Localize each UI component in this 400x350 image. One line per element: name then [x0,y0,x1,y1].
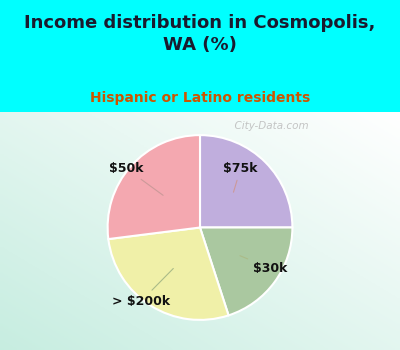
Text: > $200k: > $200k [112,268,173,308]
Wedge shape [108,228,228,320]
Wedge shape [200,228,292,315]
Wedge shape [108,135,200,239]
Text: City-Data.com: City-Data.com [228,121,308,131]
Wedge shape [200,135,292,228]
Text: Income distribution in Cosmopolis,
WA (%): Income distribution in Cosmopolis, WA (%… [24,14,376,54]
Text: Hispanic or Latino residents: Hispanic or Latino residents [90,91,310,105]
Text: $30k: $30k [240,256,288,275]
Text: $75k: $75k [224,162,258,192]
Text: $50k: $50k [109,162,163,195]
